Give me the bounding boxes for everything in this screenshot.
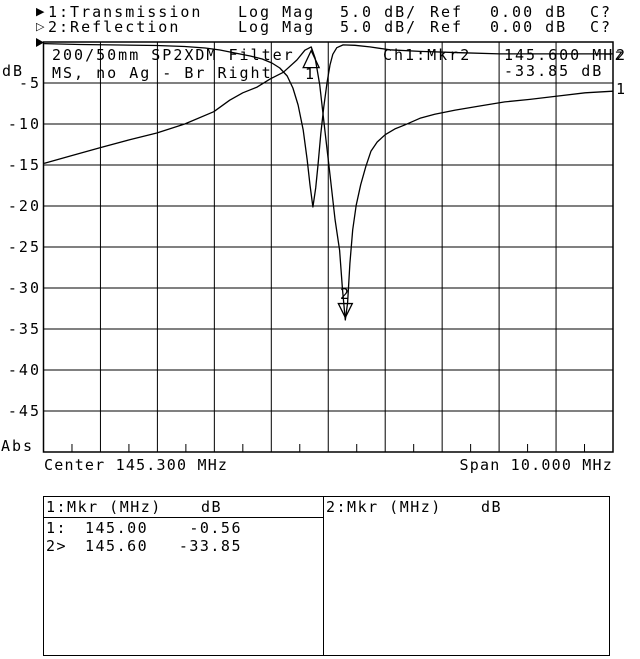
active-marker-readout-label: Ch1:Mkr2	[383, 46, 472, 64]
marker-row-freq: 145.00	[85, 519, 149, 537]
trace2-ref-value[interactable]: 0.00 dB	[490, 18, 568, 36]
x-axis-center-readout[interactable]: Center 145.300 MHz	[44, 456, 229, 474]
trace1-cal-status: C?	[590, 3, 613, 21]
y-axis-unit: dB	[2, 62, 25, 80]
active-marker-level: -33.85 dB	[504, 62, 604, 80]
y-tick-label: -20	[7, 197, 41, 215]
marker-row-db: -33.85	[178, 537, 242, 555]
trace-transmission	[43, 46, 614, 321]
marker-table-ch2-unit: dB	[481, 498, 503, 516]
marker-table-ch1-unit: dB	[201, 498, 223, 516]
trace1-format[interactable]: Log Mag	[238, 3, 316, 21]
y-tick-label: -45	[7, 402, 41, 420]
trace1-end-label: 1	[616, 80, 628, 98]
y-tick-label: -40	[7, 361, 41, 379]
plot-title-line2: MS, no Ag - Br Right	[52, 64, 273, 82]
y-axis-mode-label: Abs	[1, 437, 35, 455]
x-axis-span-readout[interactable]: Span 10.000 MHz	[459, 456, 613, 474]
trace2-inactive-marker-icon: ▷	[36, 20, 45, 33]
plot-title-line1: 200/50mm SP2XDM Filter	[52, 46, 295, 64]
active-marker-freq: 145.600 MHz	[504, 46, 626, 64]
marker-row-id: 1:	[46, 519, 68, 537]
marker-row-id: 2>	[46, 537, 68, 555]
marker2-arrow-icon	[337, 302, 354, 320]
y-tick-label: -15	[7, 156, 41, 174]
marker-row-db: -0.56	[189, 519, 242, 537]
trace1-label[interactable]: 1:Transmission	[48, 3, 203, 21]
trace2-label[interactable]: 2:Reflection	[48, 18, 181, 36]
trace1-ref-label: Ref	[430, 3, 464, 21]
ref-level-arrow-icon	[36, 38, 44, 47]
marker-row-freq: 145.60	[85, 537, 149, 555]
y-tick-label: -30	[7, 279, 41, 297]
marker1-number-label: 1	[305, 65, 317, 83]
marker-table-divider	[323, 496, 324, 656]
trace2-end-label: 2	[616, 46, 628, 64]
y-tick-label: -35	[7, 320, 41, 338]
plot-frame	[42, 41, 614, 453]
trace-reflection	[44, 42, 613, 208]
marker-table-header-underline	[43, 517, 323, 518]
trace2-ref-label: Ref	[430, 18, 464, 36]
y-tick-label: -25	[7, 238, 41, 256]
trace2-format[interactable]: Log Mag	[238, 18, 316, 36]
trace2-cal-status: C?	[590, 18, 613, 36]
marker2-number-label: 2	[340, 285, 352, 303]
marker1-triangle-icon	[302, 49, 321, 69]
marker-table	[43, 496, 610, 656]
trace1-active-marker-icon: ▶	[36, 5, 45, 18]
marker-table-ch1-header: 1:Mkr (MHz)	[46, 498, 162, 516]
y-tick-label: -5	[18, 74, 41, 92]
trace1-ref-value[interactable]: 0.00 dB	[490, 3, 568, 21]
y-tick-label: -10	[7, 115, 41, 133]
marker-table-ch2-header: 2:Mkr (MHz)	[326, 498, 442, 516]
trace1-scale[interactable]: 5.0 dB/	[340, 3, 418, 21]
trace2-scale[interactable]: 5.0 dB/	[340, 18, 418, 36]
